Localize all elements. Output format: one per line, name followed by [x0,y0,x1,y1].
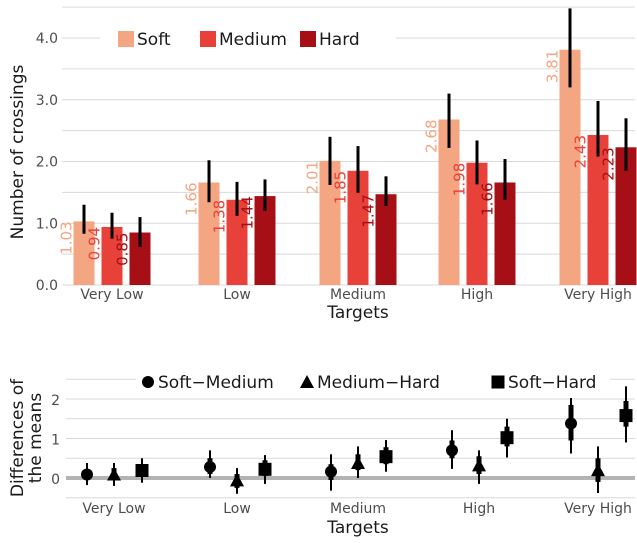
bottom-x-tick-label: Very Low [82,501,145,517]
bottom-y-tick-label: 1 [51,433,60,449]
legend-label-soft-hard: Soft−Hard [508,373,596,393]
data-label-hard-very-high: 2.23 [600,147,618,180]
bottom-legend: Soft−Medium Medium−Hard Soft−Hard [136,368,610,398]
bottom-y-tick-labels: 0 1 2 [51,393,60,488]
bar-soft-medium [319,160,341,285]
top-y-tick-labels: 0.0 1.0 2.0 3.0 4.0 [36,31,58,294]
bar-medium-high [466,162,488,285]
top-y-tick-label: 4.0 [36,31,58,47]
legend-marker-medium-hard [300,375,314,388]
top-x-tick-label: Very Low [80,287,143,303]
bottom-x-tick-label: High [463,501,495,517]
legend-swatch-soft [118,31,134,47]
marker-medium-hard-very-low [107,467,121,481]
bottom-legend-background [136,368,610,398]
bottom-y-tick-label: 0 [51,472,60,488]
legend-label-soft: Soft [137,30,171,50]
legend-marker-soft-medium [142,376,154,388]
bottom-x-axis-title: Targets [326,518,389,538]
bottom-x-tick-label: Medium [330,501,386,517]
top-x-tick-label: Low [223,287,251,303]
top-y-tick-label: 3.0 [36,93,58,109]
top-y-tick-label: 2.0 [36,155,58,171]
legend-label-hard: Hard [319,30,360,50]
bottom-x-tick-labels: Very Low Low Medium High Very High [82,501,631,517]
bar-hard-high [494,182,516,285]
bar-hard-low [254,196,276,285]
legend-label-soft-medium: Soft−Medium [158,373,274,393]
legend-marker-soft-hard [491,375,505,389]
bar-hard-very-low [129,232,151,285]
marker-soft-medium-very-low [81,468,93,481]
bottom-y-axis-title-line-1: Differences of [8,378,28,497]
marker-soft-hard-very-high [619,409,633,423]
marker-soft-medium-very-high [565,417,577,430]
bar-soft-low [198,182,220,285]
bar-soft-very-low [73,221,95,285]
marker-medium-hard-high [472,458,486,472]
legend-label-medium-hard: Medium−Hard [317,373,440,393]
top-legend: Soft Medium Hard [100,22,396,54]
bar-hard-medium [375,194,397,285]
bottom-x-tick-label: Low [223,501,251,517]
data-label-soft-very-low: 1.03 [58,221,76,254]
data-label-medium-very-high: 2.43 [572,135,590,168]
bottom-y-axis-title-line-2: the means [26,393,46,484]
data-label-soft-low: 1.66 [183,182,201,215]
top-x-tick-label: Medium [330,287,386,303]
marker-soft-hard-high [500,431,514,445]
legend-swatch-hard [300,31,316,47]
data-label-soft-very-high: 3.81 [544,50,562,83]
top-y-tick-label: 1.0 [36,216,58,232]
marker-medium-hard-medium [351,455,365,469]
marker-soft-hard-low [258,462,272,476]
top-bars [73,8,637,285]
top-y-axis-title: Number of crossings [8,65,28,240]
bar-soft-very-high [559,49,581,285]
data-label-soft-high: 2.68 [423,120,441,153]
data-label-soft-medium: 2.01 [304,161,322,194]
top-y-tick-label: 0.0 [36,278,58,294]
marker-medium-hard-very-high [591,463,605,477]
bar-medium-very-high [587,134,609,285]
marker-soft-medium-low [204,460,216,473]
top-data-labels: 1.03 1.66 2.01 2.68 3.81 0.94 1.38 1.85 1.98 2.43… [58,50,618,266]
bar-soft-high [438,119,460,285]
top-legend-background [100,22,396,54]
crossings-bar-chart: 0.0 1.0 2.0 3.0 4.0 1.03 1.66 2.01 2.68 3.81 0.94… [8,6,637,323]
legend-label-medium: Medium [219,30,287,50]
bottom-markers [81,386,633,494]
bottom-y-tick-label: 2 [51,393,60,409]
data-label-hard-high: 1.66 [479,182,497,215]
data-label-medium-very-low: 0.94 [86,227,104,260]
marker-medium-hard-low [230,473,244,487]
top-x-tick-label: High [461,287,493,303]
bottom-x-tick-label: Very High [564,501,632,517]
bar-medium-low [226,199,248,285]
top-x-tick-labels: Very Low Low Medium High Very High [80,287,631,303]
data-label-hard-medium: 1.47 [360,194,378,227]
marker-soft-hard-medium [379,450,393,464]
data-label-hard-low: 1.44 [239,196,257,229]
top-x-axis-title: Targets [326,303,389,323]
data-label-hard-very-low: 0.85 [114,233,132,266]
bar-hard-very-high [615,147,637,285]
data-label-medium-low: 1.38 [211,200,229,233]
differences-chart: 0 1 2 Very Low Low Medium High Very High Soft−… [8,368,635,538]
bar-medium-very-low [101,226,123,285]
marker-soft-medium-high [446,444,458,457]
marker-soft-hard-very-low [135,463,149,477]
data-label-medium-high: 1.98 [451,163,469,196]
top-x-tick-label: Very High [564,287,632,303]
legend-swatch-medium [200,31,216,47]
bar-medium-medium [347,170,369,285]
marker-soft-medium-medium [325,465,337,478]
data-label-medium-medium: 1.85 [332,171,350,204]
